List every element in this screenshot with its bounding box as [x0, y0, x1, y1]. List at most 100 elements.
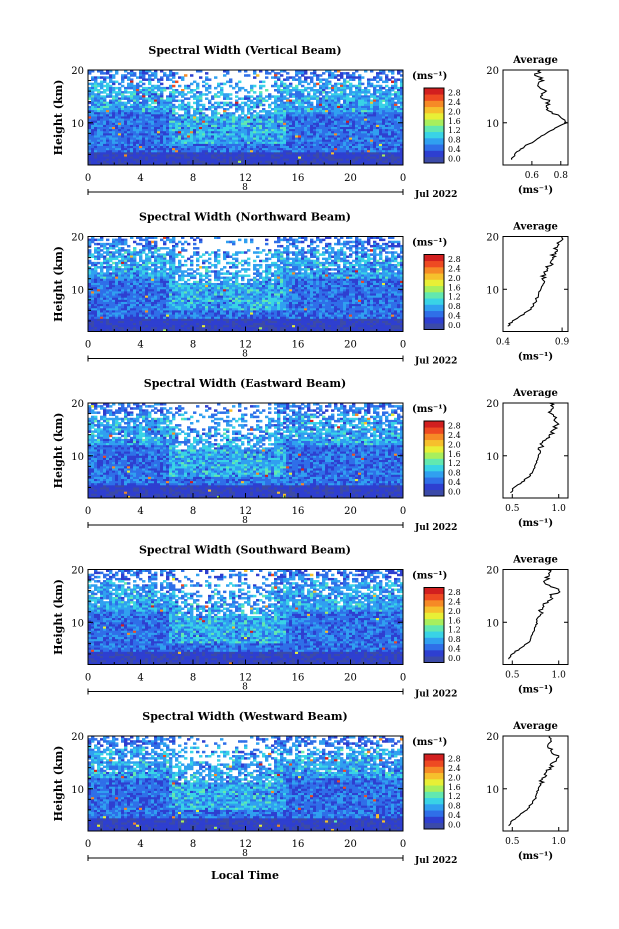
heatmap-cell [154, 108, 158, 111]
heatmap-cell [382, 112, 386, 115]
heatmap-cell [220, 116, 224, 119]
heatmap-cell [169, 110, 173, 113]
heatmap-cell [379, 112, 383, 115]
heatmap-cell [91, 89, 95, 92]
heatmap-cell [208, 105, 212, 109]
heatmap-cell [394, 84, 398, 88]
heatmap-cell [103, 116, 107, 119]
heatmap-cell [184, 240, 188, 244]
heatmap-cell [205, 76, 209, 79]
heatmap-cell [199, 97, 203, 100]
heatmap-cell [358, 91, 362, 94]
heatmap-cell [397, 263, 401, 267]
heatmap-cell [391, 116, 395, 119]
heatmap-cell [334, 76, 338, 79]
heatmap-cell [91, 255, 95, 259]
heatmap-cell [235, 110, 239, 113]
heatmap-cell [289, 114, 293, 117]
heatmap-cell [160, 82, 164, 86]
heatmap-cell [334, 95, 338, 98]
heatmap-cell [331, 93, 335, 96]
heatmap-cell [208, 253, 212, 256]
heatmap-cell [340, 103, 344, 107]
heatmap-cell [121, 95, 125, 98]
heatmap-cell [112, 80, 116, 84]
heatmap-cell [112, 95, 116, 98]
heatmap-cell [322, 116, 326, 119]
heatmap-cell [244, 74, 248, 77]
profile-y-tick-label: 20 [486, 66, 499, 77]
heatmap-cell [397, 70, 401, 73]
heatmap-cell [115, 97, 119, 100]
heatmap-cell [391, 105, 395, 109]
y-axis-label: Height (km) [52, 80, 65, 156]
heatmap-cell [244, 240, 248, 244]
heatmap-cell [130, 103, 134, 107]
heatmap-cell [133, 112, 137, 115]
heatmap-cell [385, 110, 389, 113]
heatmap-cell [181, 249, 185, 252]
heatmap-cell [181, 105, 185, 109]
heatmap-cell [337, 112, 341, 115]
heatmap-cell [304, 97, 308, 100]
heatmap-cell [340, 76, 344, 79]
heatmap-cell [325, 110, 329, 113]
heatmap-cell [346, 242, 350, 246]
colorbar-swatch [424, 119, 444, 126]
heatmap-cell [319, 78, 323, 81]
heatmap-cell [178, 91, 182, 94]
heatmap-cell [94, 257, 98, 261]
heatmap-cell [100, 116, 104, 119]
heatmap-cell [331, 99, 335, 103]
heatmap-cell [223, 116, 227, 119]
heatmap-cell [109, 116, 113, 119]
heatmap-cell [142, 97, 146, 100]
heatmap-cell [379, 78, 383, 81]
heatmap-cell [331, 89, 335, 92]
heatmap-cell [112, 97, 116, 100]
heatmap-cell [295, 116, 299, 119]
heatmap-cell [106, 82, 110, 86]
heatmap-cell [259, 84, 263, 88]
heatmap-cell [88, 108, 92, 111]
heatmap-cell [193, 89, 197, 92]
heatmap-cell [337, 103, 341, 107]
heatmap-cell [319, 110, 323, 113]
heatmap-cell [322, 95, 326, 98]
heatmap-cell [133, 89, 137, 92]
heatmap-cell [238, 251, 242, 254]
heatmap-cell [349, 110, 353, 113]
heatmap-cell [247, 263, 251, 267]
heatmap-cell [172, 116, 176, 119]
heatmap-cell [295, 114, 299, 117]
heatmap-cell [358, 95, 362, 98]
heatmap-cell [130, 118, 134, 122]
heatmap-cell [325, 108, 329, 111]
heatmap-cell [352, 105, 356, 109]
heatmap-cell [124, 86, 128, 90]
heatmap-cell [286, 84, 290, 88]
heatmap-cell [211, 112, 215, 115]
heatmap-cell [178, 118, 182, 122]
heatmap-cell [343, 99, 347, 103]
heatmap-cell [232, 266, 236, 269]
heatmap-cell [379, 110, 383, 113]
heatmap-cell [394, 91, 398, 94]
heatmap-cell [370, 95, 374, 98]
heatmap-cell [343, 112, 347, 115]
heatmap-cell [178, 114, 182, 117]
heatmap-cell [385, 105, 389, 109]
heatmap-cell [226, 101, 230, 105]
heatmap-cell [151, 95, 155, 98]
heatmap-cell [355, 86, 359, 90]
heatmap-cell [349, 78, 353, 81]
heatmap-cell [343, 84, 347, 88]
heatmap-cell [322, 78, 326, 81]
heatmap-cell [271, 263, 275, 267]
heatmap-cell [100, 112, 104, 115]
heatmap-cell [382, 238, 386, 242]
heatmap-cell [316, 89, 320, 92]
heatmap-cell [340, 114, 344, 117]
heatmap-cell [121, 110, 125, 113]
heatmap-cell [193, 95, 197, 98]
